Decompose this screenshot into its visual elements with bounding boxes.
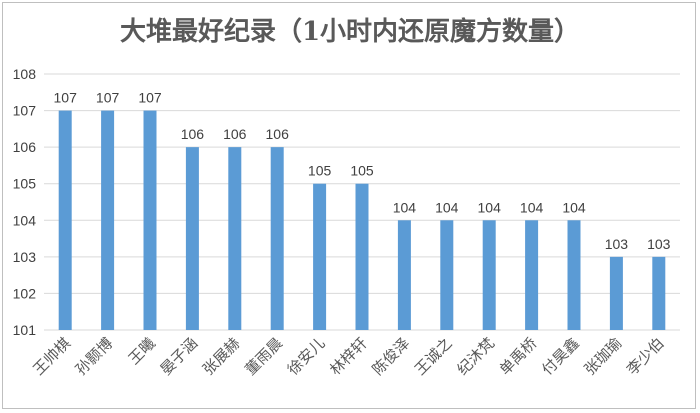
chart-frame — [2, 2, 696, 409]
data-label: 106 — [223, 126, 247, 142]
data-label: 103 — [605, 236, 629, 252]
data-label: 107 — [54, 90, 78, 106]
bar — [482, 220, 496, 330]
x-category-label: 孙颢博 — [72, 334, 117, 379]
data-label: 104 — [562, 199, 586, 215]
bar — [652, 256, 666, 330]
x-category-label: 董雨晨 — [241, 334, 286, 379]
bar — [525, 220, 539, 330]
y-tick-label: 102 — [13, 285, 37, 301]
y-tick-label: 105 — [13, 176, 37, 192]
x-category-label: 李少伯 — [623, 334, 668, 379]
data-label: 105 — [308, 163, 332, 179]
data-label: 104 — [520, 199, 544, 215]
data-label: 105 — [350, 163, 374, 179]
x-category-label: 纪沐梵 — [453, 334, 498, 379]
bar — [397, 220, 411, 330]
bars — [58, 110, 666, 330]
y-tick-label: 101 — [13, 322, 37, 338]
y-tick-label: 108 — [13, 66, 37, 82]
bar — [143, 110, 157, 330]
x-category-label: 王曦 — [125, 334, 159, 368]
x-category-label: 王帅棋 — [29, 334, 74, 379]
x-category-label: 王诚之 — [411, 334, 456, 379]
data-label: 103 — [647, 236, 671, 252]
x-category-label: 林梓轩 — [326, 334, 371, 379]
x-category-label: 张展赫 — [199, 334, 244, 379]
x-category-label: 陈俊泽 — [369, 334, 414, 379]
bar — [355, 183, 369, 330]
x-category-label: 徐安儿 — [284, 334, 329, 379]
y-tick-label: 106 — [13, 139, 37, 155]
data-label: 107 — [96, 90, 120, 106]
bar — [228, 147, 242, 330]
chart-title: 大堆最好纪录（1小时内还原魔方数量） — [120, 16, 580, 47]
data-label: 106 — [181, 126, 205, 142]
x-category-label: 晏子涵 — [157, 334, 202, 379]
bar — [313, 183, 327, 330]
bar — [440, 220, 454, 330]
data-label: 107 — [138, 90, 162, 106]
bar — [270, 147, 284, 330]
y-tick-label: 103 — [13, 249, 37, 265]
data-label: 104 — [393, 199, 417, 215]
data-label: 106 — [266, 126, 290, 142]
data-labels: 107 107 107 106 106 106 105 105 104 104 104 104 104 1… — [54, 90, 671, 252]
x-category-label: 付昊鑫 — [538, 334, 583, 379]
bar — [185, 147, 199, 330]
y-tick-label: 107 — [13, 103, 37, 119]
x-category-label: 张珈瑜 — [581, 334, 626, 379]
bar — [567, 220, 581, 330]
y-axis-ticks: 101 102 103 104 105 106 107 108 — [13, 66, 37, 338]
x-category-label: 单禹桥 — [496, 334, 541, 379]
bar — [58, 110, 72, 330]
data-label: 104 — [478, 199, 502, 215]
y-tick-label: 104 — [13, 212, 37, 228]
bar — [609, 256, 623, 330]
bar — [101, 110, 115, 330]
data-label: 104 — [435, 199, 459, 215]
